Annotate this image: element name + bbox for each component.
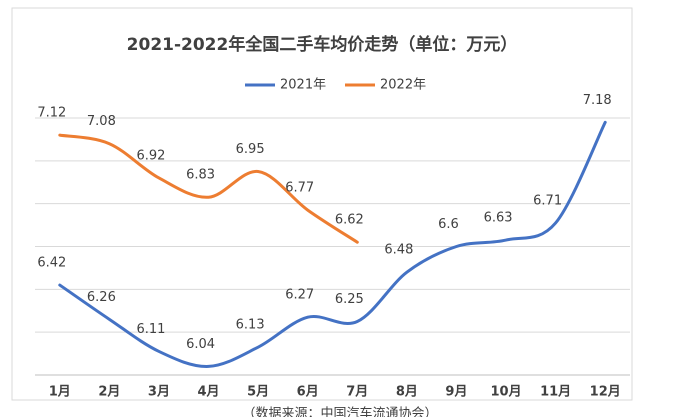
x-tick-label: 8月 — [396, 385, 418, 400]
x-tick-label: 2月 — [98, 385, 120, 400]
data-label: 6.63 — [484, 211, 513, 226]
line — [58, 133, 359, 244]
data-label: 6.92 — [136, 148, 165, 163]
data-label: 6.77 — [285, 181, 314, 196]
data-label: 6.42 — [37, 256, 66, 271]
legend-label: 2022年 — [380, 78, 426, 93]
x-tick-label: 7月 — [346, 385, 368, 400]
data-label: 6.71 — [533, 193, 562, 208]
chart-title: 2021-2022年全国二手车均价走势（单位：万元） — [127, 34, 518, 55]
x-tick-label: 10月 — [490, 385, 521, 400]
data-label: 6.6 — [438, 217, 459, 232]
legend-label: 2021年 — [280, 78, 326, 93]
source-note: （数据来源：中国汽车流通协会） — [242, 406, 437, 417]
x-tick-label: 12月 — [590, 385, 621, 400]
line — [58, 120, 607, 368]
x-tick-label: 4月 — [198, 385, 220, 400]
data-label: 7.08 — [87, 114, 116, 129]
x-tick-label: 11月 — [540, 385, 571, 400]
data-label: 6.27 — [285, 288, 314, 303]
data-label: 7.12 — [37, 106, 66, 121]
x-tick-label: 9月 — [445, 385, 467, 400]
data-label: 6.25 — [335, 292, 364, 307]
data-label: 6.62 — [335, 213, 364, 228]
data-label: 7.18 — [583, 93, 612, 108]
data-label: 6.83 — [186, 168, 215, 183]
x-tick-label: 5月 — [247, 385, 269, 400]
data-label: 6.95 — [236, 142, 265, 157]
data-label: 6.04 — [186, 337, 215, 352]
data-label: 6.13 — [236, 318, 265, 333]
x-tick-label: 6月 — [297, 385, 319, 400]
x-tick-label: 3月 — [148, 385, 170, 400]
data-label: 6.11 — [136, 322, 165, 337]
data-label: 6.26 — [87, 290, 116, 305]
x-tick-label: 1月 — [49, 385, 71, 400]
data-label: 6.48 — [384, 243, 413, 258]
